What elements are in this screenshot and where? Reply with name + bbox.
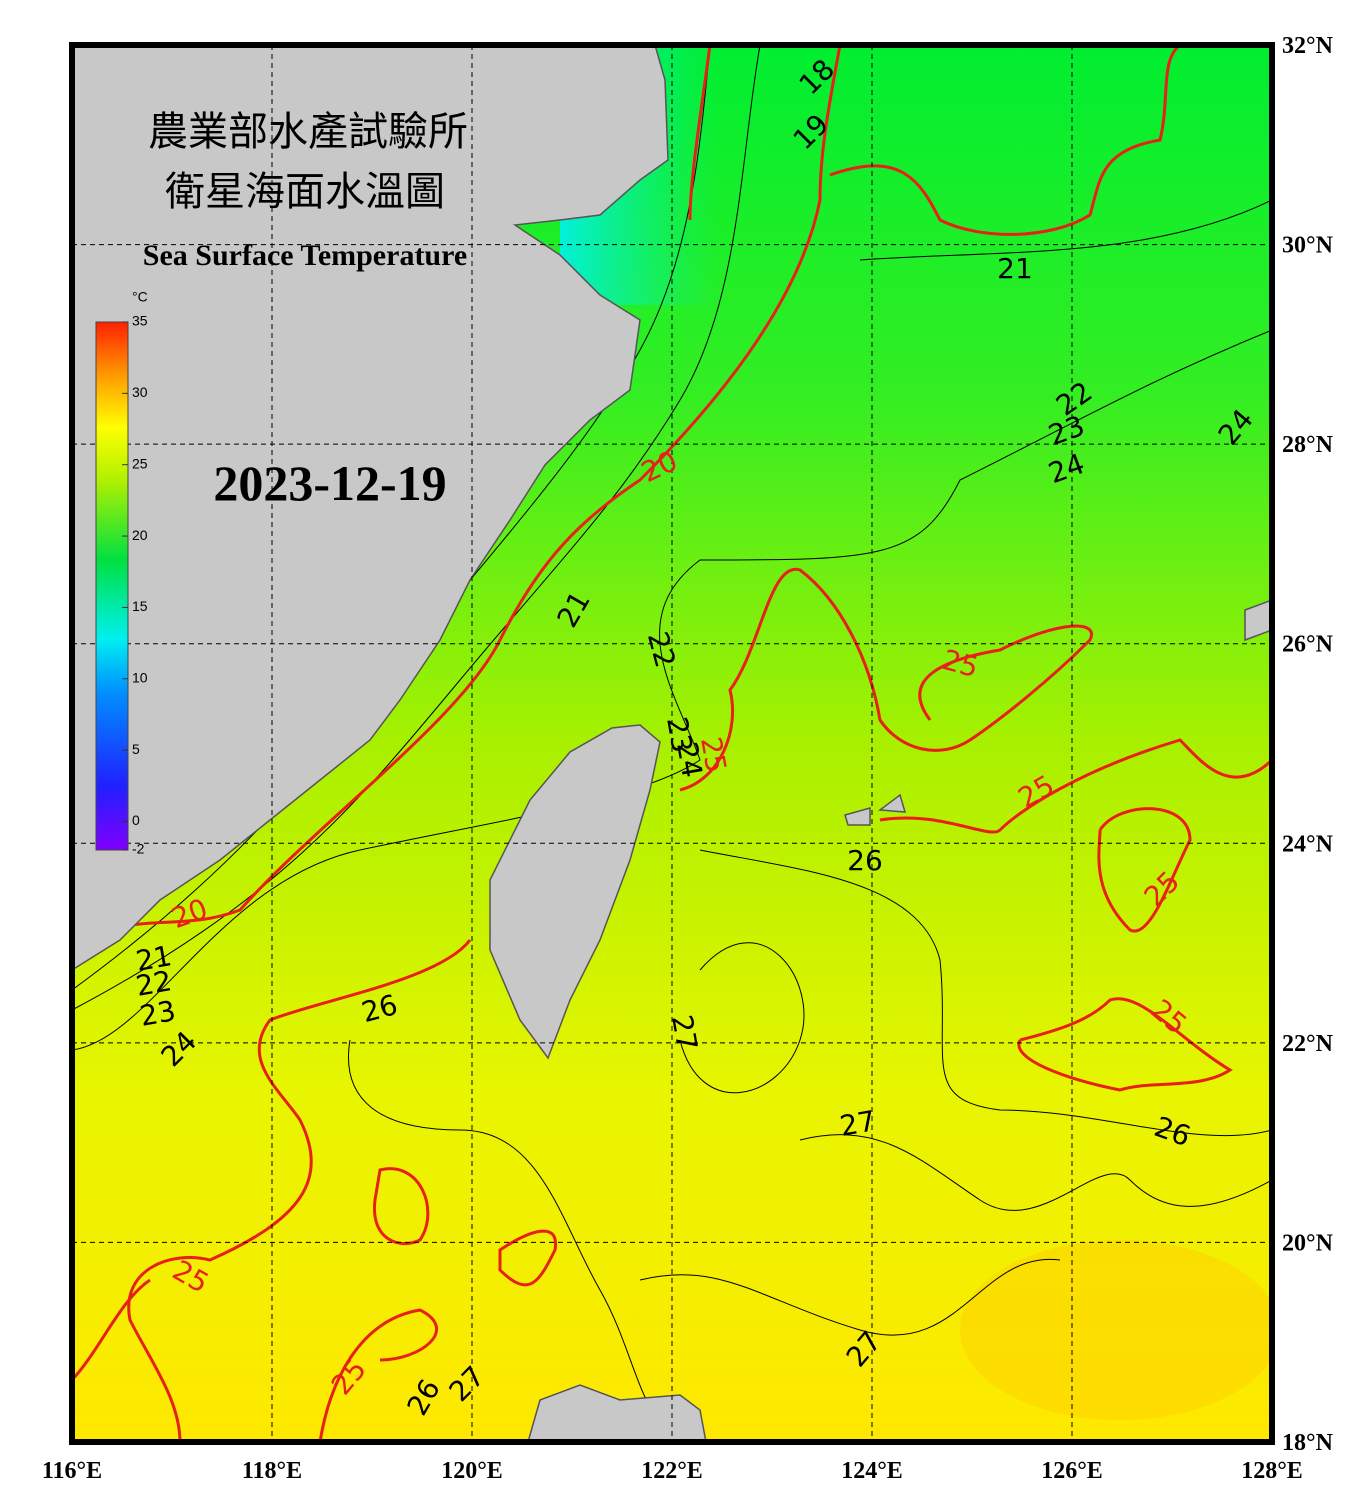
title-en: Sea Surface Temperature bbox=[143, 239, 467, 272]
x-tick-label: 116°E bbox=[42, 1458, 102, 1484]
colorbar-tick-label: 20 bbox=[132, 527, 148, 543]
colorbar-tick-label: 10 bbox=[132, 669, 148, 685]
x-tick-label: 118°E bbox=[242, 1458, 302, 1484]
colorbar-tick-label: 35 bbox=[132, 313, 148, 329]
contour-label: 26 bbox=[847, 844, 883, 877]
contour-label: 27 bbox=[837, 1104, 878, 1143]
colorbar-tick-label: 15 bbox=[132, 598, 148, 614]
colorbar-tick-label: 0 bbox=[132, 812, 140, 828]
contour-label: 22 bbox=[133, 964, 174, 1003]
title-zh: 農業部水產試驗所 bbox=[148, 109, 468, 155]
contour-label: 23 bbox=[137, 994, 178, 1033]
y-tick-label: 20°N bbox=[1282, 1230, 1334, 1256]
colorbar-tick-label: 25 bbox=[132, 455, 148, 471]
y-tick-label: 18°N bbox=[1282, 1430, 1334, 1456]
map-area: 1819212223242420212223242525252526252627… bbox=[72, 45, 1272, 1442]
contour-label: 21 bbox=[133, 939, 174, 978]
contour-label: 21 bbox=[997, 252, 1033, 285]
map-frame bbox=[69, 42, 1275, 1445]
colorbar bbox=[95, 321, 129, 851]
y-tick-label: 30°N bbox=[1282, 233, 1334, 259]
colorbar-tick-label: -2 bbox=[132, 841, 145, 857]
contour-labels: 1819212223242420212223242525252526252627… bbox=[133, 53, 1260, 1421]
y-tick-label: 26°N bbox=[1282, 632, 1334, 658]
colorbar-unit: °C bbox=[132, 289, 148, 305]
y-tick-label: 32°N bbox=[1282, 33, 1334, 59]
contour-label: 23 bbox=[660, 714, 699, 755]
contour-label: 24 bbox=[670, 739, 709, 780]
y-tick-label: 22°N bbox=[1282, 1031, 1334, 1057]
date: 2023-12-19 bbox=[213, 455, 446, 511]
x-tick-label: 120°E bbox=[441, 1458, 503, 1484]
x-tick-label: 126°E bbox=[1041, 1458, 1103, 1484]
contour-label: 27 bbox=[665, 1012, 704, 1053]
y-tick-label: 28°N bbox=[1282, 432, 1334, 458]
colorbar-tick-label: 30 bbox=[132, 384, 148, 400]
warm-water bbox=[960, 1240, 1272, 1420]
land bbox=[72, 45, 1272, 1442]
y-tick-label: 24°N bbox=[1282, 831, 1334, 857]
isotherms-major bbox=[72, 45, 1272, 1442]
colorbar-tick-label: 5 bbox=[132, 741, 140, 757]
x-tick-label: 122°E bbox=[641, 1458, 703, 1484]
contour-label: 25 bbox=[694, 734, 733, 775]
x-tick-label: 128°E bbox=[1241, 1458, 1303, 1484]
title-zh: 衛星海面水溫圖 bbox=[165, 169, 445, 215]
x-tick-label: 124°E bbox=[841, 1458, 903, 1484]
grid bbox=[72, 45, 1272, 1442]
